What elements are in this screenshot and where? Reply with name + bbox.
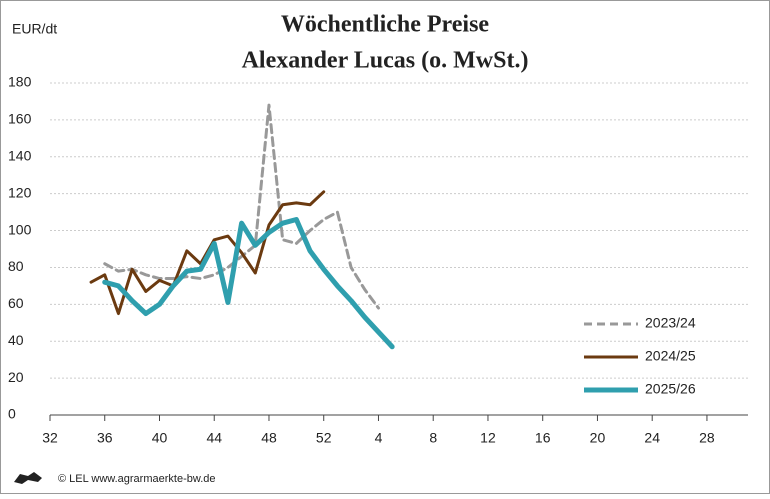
x-tick-label: 12 — [480, 430, 496, 446]
logo — [14, 472, 42, 484]
x-tick-label: 48 — [261, 430, 277, 446]
series-line — [102, 216, 395, 350]
y-tick-label: 40 — [8, 332, 24, 348]
x-tick-label: 28 — [699, 430, 715, 446]
y-tick-label: 0 — [8, 406, 16, 422]
x-tick-label: 16 — [535, 430, 551, 446]
y-tick-label: 80 — [8, 258, 24, 274]
y-tick-label: 160 — [8, 111, 32, 127]
x-tick-label: 44 — [206, 430, 222, 446]
footer: © LEL www.agrarmaerkte-bw.de — [58, 473, 216, 485]
x-tick-label: 4 — [375, 430, 383, 446]
y-tick-label: 60 — [8, 295, 24, 311]
series-line — [103, 103, 380, 310]
x-tick-label: 8 — [429, 430, 437, 446]
y-tick-label: 20 — [8, 369, 24, 385]
y-tick-label: 120 — [8, 184, 32, 200]
legend-label: 2023/24 — [645, 315, 696, 331]
y-tick-label: 100 — [8, 221, 32, 237]
x-tick-label: 24 — [644, 430, 660, 446]
x-tick-label: 52 — [316, 430, 332, 446]
y-tick-label: 180 — [8, 74, 32, 90]
x-tick-label: 32 — [42, 430, 58, 446]
x-tick-label: 40 — [152, 430, 168, 446]
legend-label: 2025/26 — [645, 381, 696, 397]
legend-label: 2024/25 — [645, 348, 696, 364]
chart-title: Wöchentliche Preise — [281, 12, 490, 38]
x-tick-label: 36 — [97, 430, 113, 446]
chart-subtitle: Alexander Lucas (o. MwSt.) — [242, 48, 529, 74]
y-axis-label: EUR/dt — [12, 21, 57, 37]
y-tick-label: 140 — [8, 147, 32, 163]
x-tick-label: 20 — [590, 430, 606, 446]
